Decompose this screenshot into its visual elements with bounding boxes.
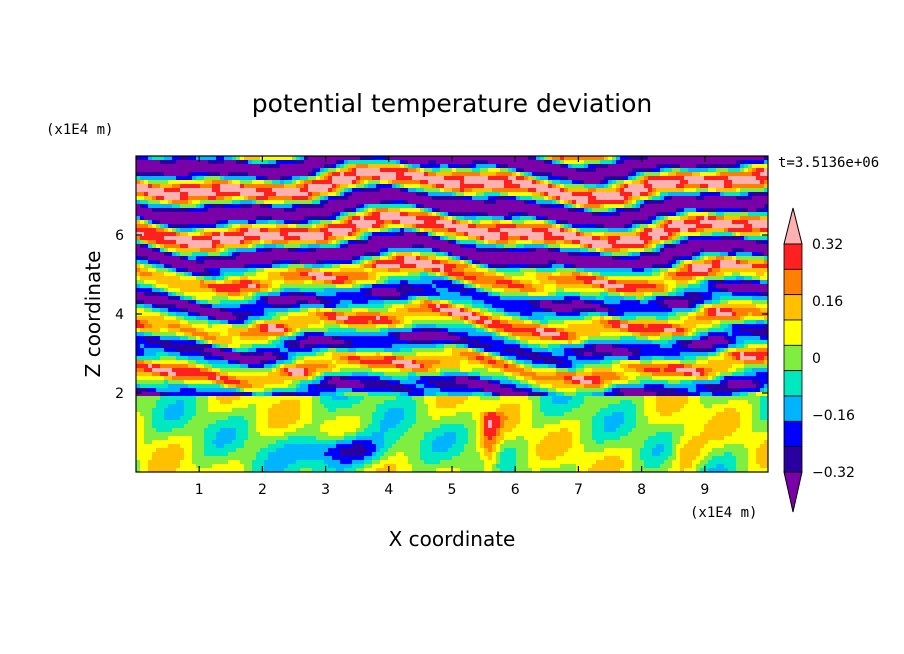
x-tick-label: 4 bbox=[384, 482, 393, 498]
x-tick-label: 2 bbox=[258, 482, 267, 498]
colorbar-segment bbox=[783, 243, 803, 270]
colorbar-label: 0.16 bbox=[812, 294, 843, 310]
colorbar-min-arrow bbox=[783, 471, 803, 513]
y-tick-label: 6 bbox=[115, 228, 124, 244]
x-tick-label: 8 bbox=[637, 482, 646, 498]
x-axis: 1 2 3 4 5 6 7 8 9 bbox=[195, 156, 709, 498]
y-axis: 2 4 6 bbox=[115, 228, 768, 402]
x-tick-label: 6 bbox=[511, 482, 520, 498]
colorbar: 0.32 0.16 0 −0.16 −0.32 bbox=[783, 207, 855, 513]
x-tick-label: 9 bbox=[700, 482, 709, 498]
x-tick-label: 1 bbox=[195, 482, 204, 498]
colorbar-segment bbox=[783, 395, 803, 422]
colorbar-label: −0.32 bbox=[812, 465, 855, 481]
colorbar-label: 0 bbox=[812, 351, 821, 367]
x-tick-label: 5 bbox=[448, 482, 457, 498]
x-tick-label: 3 bbox=[321, 482, 330, 498]
colorbar-label: 0.32 bbox=[812, 237, 843, 253]
colorbar-segment bbox=[783, 319, 803, 346]
colorbar-segment bbox=[783, 268, 803, 296]
x-axis-label: X coordinate bbox=[389, 527, 516, 551]
colorbar-max-arrow bbox=[783, 207, 803, 245]
colorbar-label: −0.16 bbox=[812, 408, 855, 424]
contour-field bbox=[136, 156, 768, 472]
x-unit-label: (x1E4 m) bbox=[690, 505, 757, 521]
y-unit-label: (x1E4 m) bbox=[46, 122, 113, 138]
colorbar-segment bbox=[783, 370, 803, 397]
y-axis-label: Z coordinate bbox=[81, 251, 105, 378]
colorbar-segment bbox=[783, 294, 803, 321]
y-tick-label: 4 bbox=[115, 307, 124, 323]
colorbar-segment bbox=[783, 420, 803, 448]
time-label: t=3.5136e+06 bbox=[778, 155, 879, 171]
y-tick-label: 2 bbox=[115, 386, 124, 402]
chart-title: potential temperature deviation bbox=[252, 89, 652, 118]
colorbar-segment bbox=[783, 344, 803, 372]
colorbar-segment bbox=[783, 446, 803, 473]
x-tick-label: 7 bbox=[574, 482, 583, 498]
